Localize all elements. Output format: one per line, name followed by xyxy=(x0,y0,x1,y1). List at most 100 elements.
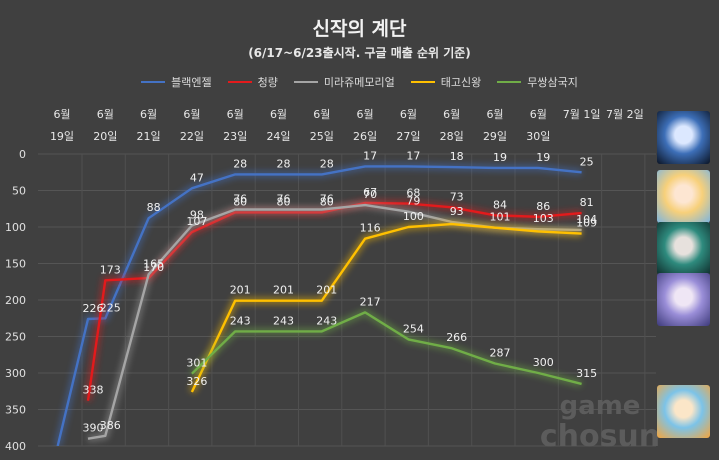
legend-swatch xyxy=(410,81,435,83)
x-tick-label: 24일 xyxy=(266,129,290,143)
y-tick-label: 100 xyxy=(5,221,26,234)
mirage-memorial-thumb xyxy=(657,222,710,275)
data-label: 315 xyxy=(576,367,597,380)
data-label: 93 xyxy=(450,205,464,218)
legend-swatch xyxy=(227,81,252,83)
data-label: 17 xyxy=(363,149,377,162)
series-glow xyxy=(84,199,582,402)
data-label: 80 xyxy=(277,195,291,208)
data-label: 80 xyxy=(320,195,334,208)
data-label: 76 xyxy=(277,192,291,205)
data-label: 86 xyxy=(536,200,550,213)
data-label: 243 xyxy=(316,314,337,327)
data-label: 287 xyxy=(490,347,511,360)
legend-swatch xyxy=(141,81,166,83)
series-line xyxy=(86,201,582,401)
x-tick-label: 30일 xyxy=(526,129,550,143)
data-label: 88 xyxy=(147,201,161,214)
x-tick-label: 6월 xyxy=(443,108,460,121)
legend-label: 블랙엔젤 xyxy=(171,76,212,89)
legend-label: 무쌍삼국지 xyxy=(527,76,578,89)
data-label: 103 xyxy=(533,212,554,225)
data-label: 243 xyxy=(273,314,294,327)
watermark: game xyxy=(560,391,641,421)
data-label: 28 xyxy=(320,157,334,170)
legend-item: 청량 xyxy=(227,74,278,90)
legend-label: 태고신왕 xyxy=(440,76,482,89)
x-tick-label: 20일 xyxy=(93,129,117,143)
legend-item: 블랙엔젤 xyxy=(141,74,212,90)
legend-item: 미라쥬메모리얼 xyxy=(293,74,395,90)
data-label: 104 xyxy=(576,213,597,226)
x-tick-label: 6월 xyxy=(530,108,547,121)
data-label: 80 xyxy=(233,195,247,208)
chart-title: 신작의 계단 xyxy=(312,18,407,40)
x-tick-label: 28일 xyxy=(440,129,464,143)
x-tick-label: 21일 xyxy=(137,129,161,143)
x-tick-label: 27일 xyxy=(396,129,420,143)
x-tick-label: 7월 1일 xyxy=(563,107,601,121)
x-tick-label: 29일 xyxy=(483,129,507,143)
data-label: 81 xyxy=(580,196,594,209)
data-label: 243 xyxy=(230,314,251,327)
data-label: 201 xyxy=(316,284,337,297)
black-angel-thumb xyxy=(657,111,710,164)
x-tick-label: 6월 xyxy=(53,108,70,121)
x-tick-label: 6월 xyxy=(357,108,374,121)
data-label: 116 xyxy=(360,222,381,235)
data-label: 109 xyxy=(576,217,597,230)
data-label: 217 xyxy=(360,295,381,308)
taego-sinwang-thumb xyxy=(657,273,710,326)
data-label: 18 xyxy=(450,150,464,163)
y-tick-label: 0 xyxy=(19,148,26,161)
data-label: 67 xyxy=(363,186,377,199)
y-tick-label: 350 xyxy=(5,404,26,417)
data-label: 386 xyxy=(100,419,121,432)
y-tick-label: 300 xyxy=(5,367,26,380)
data-label: 226 xyxy=(82,302,103,315)
data-label: 28 xyxy=(233,157,247,170)
y-tick-label: 50 xyxy=(12,185,26,198)
data-label: 165 xyxy=(143,257,164,270)
x-tick-label: 6월 xyxy=(183,108,200,121)
y-tick-label: 150 xyxy=(5,258,26,271)
data-label: 100 xyxy=(403,210,424,223)
series-line xyxy=(191,311,582,386)
legend-item: 태고신왕 xyxy=(410,74,482,90)
data-label: 338 xyxy=(82,384,103,397)
legend-swatch xyxy=(293,81,318,83)
x-tick-label: 6월 xyxy=(313,108,330,121)
y-tick-label: 400 xyxy=(5,440,26,453)
x-tick-label: 6월 xyxy=(227,108,244,121)
x-tick-label: 25일 xyxy=(310,129,334,143)
x-tick-label: 6월 xyxy=(400,108,417,121)
data-label: 98 xyxy=(190,209,204,222)
data-label: 107 xyxy=(186,215,207,228)
y-tick-label: 250 xyxy=(5,331,26,344)
data-label: 47 xyxy=(190,171,204,184)
data-label: 173 xyxy=(100,263,121,276)
data-label: 76 xyxy=(233,192,247,205)
data-label: 254 xyxy=(403,322,424,335)
x-tick-label: 22일 xyxy=(180,129,204,143)
data-label: 76 xyxy=(320,192,334,205)
data-label: 79 xyxy=(406,195,420,208)
watermark: chosun xyxy=(540,419,660,454)
x-tick-label: 23일 xyxy=(223,129,247,143)
data-label: 68 xyxy=(406,187,420,200)
chart-subtitle: (6/17~6/23출시작. 구글 매출 순위 기준) xyxy=(248,46,471,60)
legend-item: 무쌍삼국지 xyxy=(497,74,578,90)
data-label: 101 xyxy=(490,211,511,224)
series-line xyxy=(56,165,582,446)
data-label: 300 xyxy=(533,356,554,369)
x-tick-label: 26일 xyxy=(353,129,377,143)
data-label: 201 xyxy=(273,284,294,297)
data-label: 28 xyxy=(277,157,291,170)
data-label: 225 xyxy=(100,301,121,314)
legend-label: 청량 xyxy=(257,76,278,89)
data-label: 25 xyxy=(580,155,594,168)
x-tick-label: 6월 xyxy=(140,108,157,121)
x-tick-label: 7월 2일 xyxy=(606,107,644,121)
cheongryang-thumb xyxy=(657,170,710,223)
